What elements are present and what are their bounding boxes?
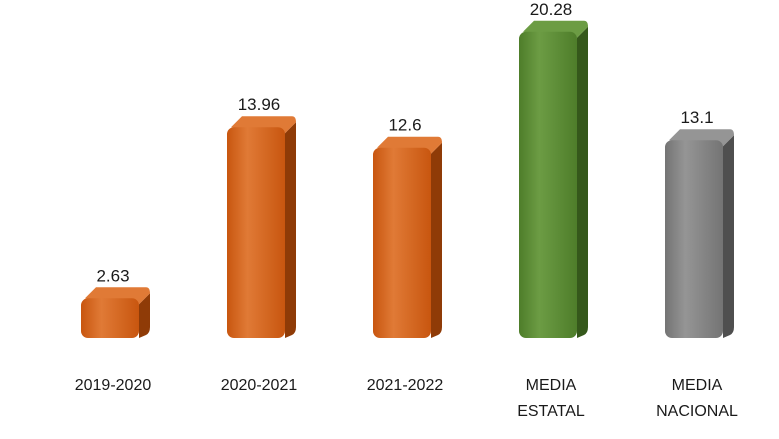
bar-4 [519,20,588,338]
category-label-3: 2021-2022 [367,377,444,394]
bar-side-face [139,293,150,338]
bar-2 [227,116,296,338]
bar-group [81,20,734,338]
value-label-1: 2.63 [96,266,129,285]
value-label-group: 2.63 13.96 12.6 20.28 13.1 [96,0,713,285]
bar-3 [373,136,442,338]
bar-5 [665,129,734,338]
value-label-2: 13.96 [238,95,281,114]
bar-front-face [373,147,431,338]
category-label-2: 2020-2021 [221,377,298,394]
bar-1 [81,287,150,338]
bar-side-face [577,26,588,338]
bar-side-face [431,142,442,338]
category-label-1: 2019-2020 [75,377,152,394]
bar-front-face [519,31,577,338]
value-label-3: 12.6 [388,116,421,135]
category-label-5-line-1: MEDIA [672,377,723,394]
category-label-4-line-1: MEDIA [526,377,577,394]
bar-front-face [665,140,723,338]
category-label-group: 2019-2020 2020-2021 2021-2022 MEDIA ESTATAL M… [75,377,738,420]
category-label-5-line-2: NACIONAL [656,403,738,420]
bar-side-face [285,122,296,338]
bar-front-face [227,127,285,338]
bar-side-face [723,135,734,338]
value-label-5: 13.1 [680,108,713,127]
bar-front-face [81,298,139,338]
category-label-4-line-2: ESTATAL [517,403,585,420]
value-label-4: 20.28 [530,0,573,19]
